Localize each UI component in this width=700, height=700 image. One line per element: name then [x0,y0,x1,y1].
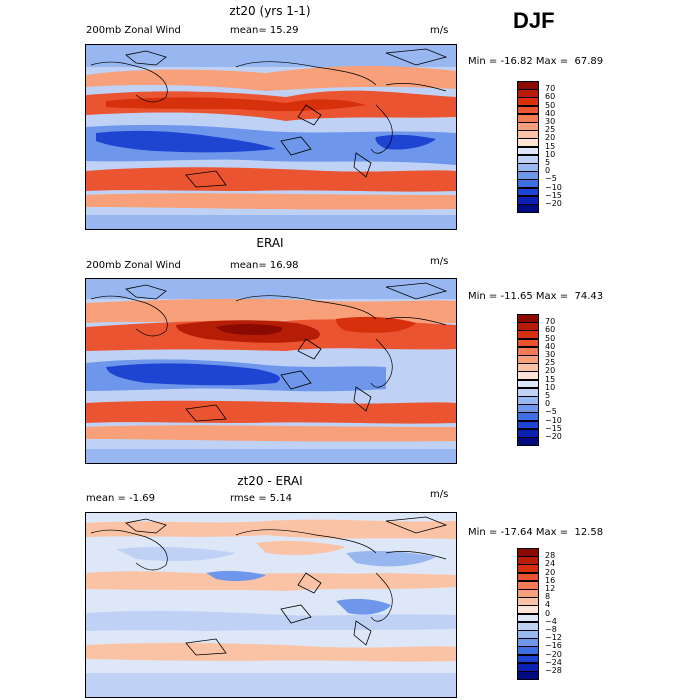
colorbar-tick-label: 30 [545,117,556,126]
panel3-title: zt20 - ERAI [237,474,303,488]
colorbar-tick-label: −20 [545,649,562,659]
colorbar-tick-label: 5 [545,391,551,400]
colorbar-tick-label: 20 [545,133,556,143]
colorbar-tick-label: 8 [545,592,551,602]
panel1-title: zt20 (yrs 1-1) [229,4,311,18]
colorbar-tick-label: −16 [545,641,562,651]
colorbar-tick-label: −15 [545,423,562,433]
panel3-map [85,512,457,698]
colorbar-tick-label: 16 [545,575,556,585]
colorbar-tick-label: −8 [545,625,557,634]
panel1-colorbar: 70 60 50 40 30 25 20 15 10 5 0 −5 −10 −15 −20 [517,81,597,226]
panel3-minmax: Min = -17.64 Max = 12.58 [468,527,604,538]
colorbar-tick-label: 70 [545,317,556,327]
colorbar-tick-label: −5 [545,407,557,417]
colorbar-tick-label: −24 [545,657,562,667]
panel1-mean-label: mean= 15.29 [230,25,299,36]
colorbar-tick-label: 50 [545,100,556,110]
colorbar-tick-label: 15 [545,141,556,151]
panel1-variable-label: 200mb Zonal Wind [86,25,181,36]
panel2-units: m/s [430,256,449,267]
panel2-contour-field [86,279,456,463]
panel2-minmax: Min = -11.65 Max = 74.43 [468,291,604,302]
colorbar-tick-label: 0 [545,166,551,176]
colorbar-tick-label: 24 [545,559,556,569]
colorbar-tick-label: 10 [545,149,556,159]
colorbar-tick-label: 12 [545,584,556,593]
colorbar-tick-label: −5 [545,174,557,184]
colorbar-tick-label: 4 [545,600,551,610]
colorbar-tick-label: 0 [545,608,551,618]
panel3-mean-label: mean = -1.69 [86,493,155,504]
panel1-contour-field [86,45,456,229]
colorbar-tick-label: 40 [545,108,556,118]
colorbar-tick-label: 40 [545,341,556,351]
season-label: DJF [513,8,555,33]
colorbar-swatch [517,671,539,680]
colorbar-tick-label: −20 [545,199,562,208]
colorbar-tick-label: 50 [545,333,556,343]
panel3-rmse-label: rmse = 5.14 [230,493,293,504]
colorbar-tick-label: 60 [545,325,556,335]
colorbar-tick-label: 5 [545,158,551,167]
panel2-mean-label: mean= 16.98 [230,260,299,271]
colorbar-swatch [517,204,539,213]
panel3-units: m/s [430,489,449,500]
panel1-minmax: Min = -16.82 Max = 67.89 [468,56,604,67]
colorbar-tick-label: −20 [545,432,562,441]
colorbar-tick-label: 0 [545,399,551,409]
colorbar-tick-label: −12 [545,633,562,643]
panel1-units: m/s [430,25,449,36]
colorbar-swatch [517,437,539,446]
panel2-title: ERAI [256,236,284,250]
colorbar-tick-label: 70 [545,84,556,94]
colorbar-tick-label: 30 [545,350,556,359]
colorbar-tick-label: 60 [545,92,556,102]
panel2-map [85,278,457,464]
colorbar-tick-label: 20 [545,366,556,376]
colorbar-tick-label: 20 [545,567,556,577]
colorbar-tick-label: 25 [545,358,556,368]
colorbar-tick-label: −10 [545,182,562,192]
colorbar-tick-label: −10 [545,415,562,425]
colorbar-tick-label: 10 [545,382,556,392]
colorbar-tick-label: −15 [545,190,562,200]
panel2-colorbar: 70 60 50 40 30 25 20 15 10 5 0 −5 −10 −15 −20 [517,314,597,459]
panel2-variable-label: 200mb Zonal Wind [86,260,181,271]
colorbar-tick-label: 15 [545,374,556,384]
panel3-contour-field [86,513,456,697]
panel3-colorbar: 28 24 20 16 12 8 4 0 −4 −8 −12 −16 −20 −24 −28 [517,548,597,693]
colorbar-tick-label: −28 [545,666,562,675]
panel1-map [85,44,457,230]
colorbar-tick-label: 25 [545,125,556,135]
colorbar-tick-label: 28 [545,551,556,561]
colorbar-tick-label: −4 [545,616,557,626]
